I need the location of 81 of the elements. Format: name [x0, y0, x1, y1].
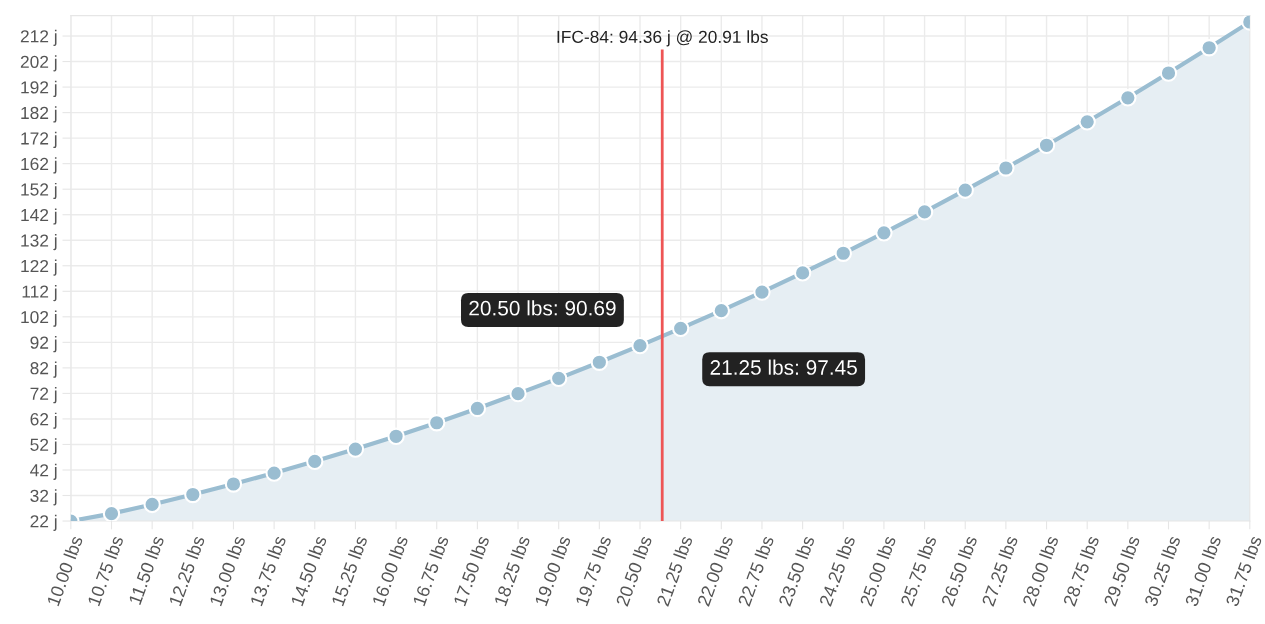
annotation: 21.25 lbs: 97.45 [710, 359, 857, 375]
x-tick-label: 14.50 lbs [290, 534, 328, 607]
x-tick-label: 15.25 lbs [330, 534, 368, 607]
y-tick-label: 62 j [30, 412, 57, 429]
x-tick-label: 10.00 lbs [46, 534, 84, 607]
y-tick-label: 42 j [30, 463, 57, 480]
x-tick-label: 25.00 lbs [859, 534, 897, 607]
point [875, 224, 893, 242]
x-tick-label: 26.50 lbs [940, 534, 978, 607]
y-tick-label: 162 j [21, 157, 57, 174]
y-tick-label: 22 j [30, 514, 57, 531]
point [753, 283, 771, 301]
y-tick-label: 52 j [30, 438, 57, 455]
point [671, 319, 690, 337]
point [590, 353, 609, 371]
y-tick-label: 122 j [21, 259, 57, 276]
point [793, 264, 812, 282]
point [550, 369, 568, 388]
x-tick-label: 19.00 lbs [534, 534, 571, 607]
y-tick-label: 172 j [21, 131, 57, 149]
point [102, 504, 121, 522]
x-tick-label: 28.00 lbs [1021, 534, 1059, 607]
x-tick-label: 18.25 lbs [493, 534, 531, 607]
point [997, 159, 1015, 177]
y-tick-label: 142 j [21, 208, 57, 225]
x-tick-label: 10.75 lbs [86, 534, 124, 607]
x-tick-label: 13.75 lbs [249, 534, 287, 607]
point [306, 452, 324, 470]
y-tick-label: 212 j [20, 29, 57, 46]
y-tick-label: 192 j [21, 80, 57, 97]
y-tick-label: 102 j [21, 310, 57, 327]
x-tick-label: 19.75 lbs [574, 534, 612, 607]
point [184, 485, 202, 504]
ref-line-label: IFC-84: 94.36 j @ 20.91 lbs [557, 30, 768, 47]
point [143, 495, 161, 514]
x-tick-label: 27.25 lbs [981, 534, 1019, 607]
y-tick-label: 92 j [30, 336, 57, 353]
x-tick-label: 16.75 lbs [412, 534, 449, 607]
point [428, 414, 446, 432]
x-tick-label: 16.00 lbs [371, 534, 409, 607]
point [1119, 89, 1137, 107]
point [509, 384, 527, 403]
x-tick-label: 22.00 lbs [696, 534, 734, 607]
point [468, 399, 487, 418]
annotation: 20.50 lbs: 90.69 [469, 300, 616, 316]
x-tick-label: 25.75 lbs [899, 534, 937, 607]
y-tick-label: 72 j [30, 387, 57, 404]
x-tick-label: 13.00 lbs [208, 534, 246, 607]
y-tick-label: 152 j [21, 182, 57, 200]
point [712, 302, 730, 320]
y-tick-label: 112 j [22, 285, 57, 302]
point [265, 464, 283, 482]
x-tick-label: 23.50 lbs [777, 534, 815, 607]
x-tick-label: 20.50 lbs [615, 534, 653, 607]
point [1078, 113, 1096, 131]
point [224, 475, 243, 493]
point [346, 440, 365, 458]
x-tick-label: 29.50 lbs [1103, 534, 1141, 607]
point [834, 244, 852, 262]
x-tick-label: 24.25 lbs [818, 534, 856, 607]
x-tick-label: 12.25 lbs [168, 534, 206, 607]
y-tick-label: 132 j [21, 233, 57, 251]
y-tick-label: 182 j [21, 106, 57, 123]
x-tick-label: 31.00 lbs [1184, 534, 1222, 607]
point [631, 336, 649, 355]
point [1037, 136, 1056, 154]
point [1159, 64, 1178, 82]
x-tick-label: 11.50 lbs [128, 534, 165, 606]
point [915, 203, 934, 221]
y-tick-label: 32 j [30, 489, 57, 506]
x-tick-label: 31.75 lbs [1224, 534, 1263, 607]
x-tick-label: 17.50 lbs [452, 534, 490, 607]
x-tick-label: 22.75 lbs [737, 534, 775, 607]
x-tick-label: 28.75 lbs [1062, 534, 1100, 607]
point [956, 181, 974, 199]
x-tick-label: 21.25 lbs [655, 534, 693, 607]
point [1200, 39, 1218, 57]
y-tick-label: 202 j [20, 55, 57, 72]
point [387, 427, 405, 445]
x-tick-label: 30.25 lbs [1143, 534, 1181, 607]
y-tick-label: 82 j [30, 361, 57, 378]
